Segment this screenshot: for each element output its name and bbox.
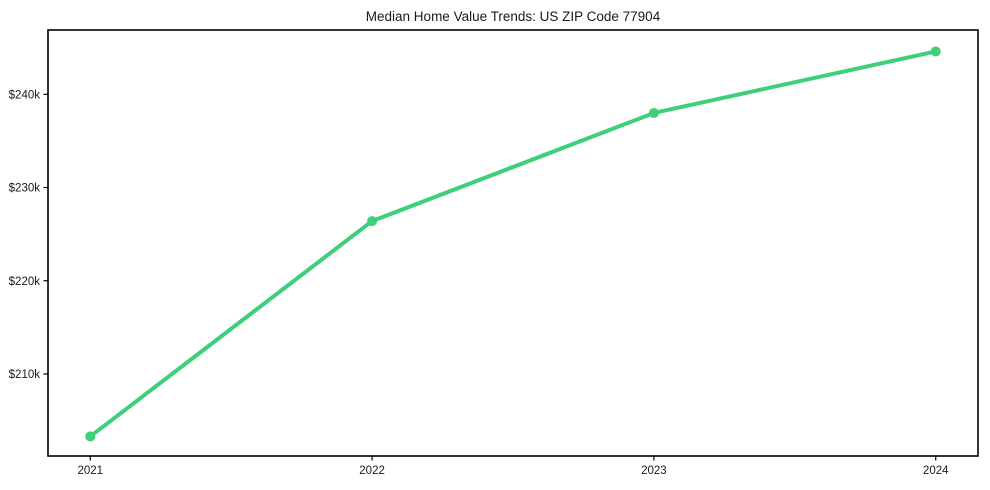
x-tick-label: 2024 xyxy=(923,465,949,477)
x-tick-label: 2023 xyxy=(641,465,667,477)
y-axis: $210k $220k $230k $240k xyxy=(9,89,48,381)
y-tick-label: $240k xyxy=(9,89,41,101)
data-point-marker xyxy=(367,216,378,227)
y-tick-label: $210k xyxy=(9,369,41,381)
trend-line xyxy=(88,49,938,439)
y-tick-label: $230k xyxy=(9,183,41,195)
data-point-marker xyxy=(85,431,96,442)
x-axis: 2021 2022 2023 2024 xyxy=(77,456,949,477)
data-point-marker xyxy=(648,107,659,118)
plot-area-border xyxy=(47,29,979,457)
x-tick-label: 2022 xyxy=(359,465,385,477)
data-point-marker xyxy=(930,46,941,57)
x-tick-label: 2021 xyxy=(77,465,103,477)
series-group xyxy=(85,46,941,442)
y-tick-label: $220k xyxy=(9,276,41,288)
chart-title: Median Home Value Trends: US ZIP Code 77… xyxy=(366,9,661,24)
